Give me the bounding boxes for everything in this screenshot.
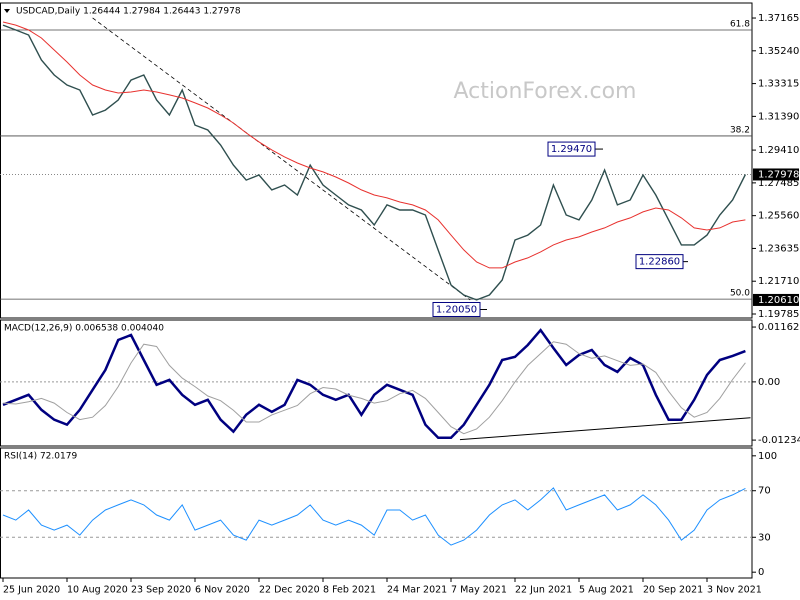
series-line — [2, 487, 746, 546]
y-tick-label: 1.27485 — [758, 178, 799, 189]
x-tick-label: 6 Nov 2020 — [195, 585, 250, 596]
annotation-box — [635, 254, 684, 270]
y-tick-label: 1.25560 — [758, 211, 799, 222]
price-label: 1.27978 — [758, 169, 799, 180]
y-tick-label: 0.011629 — [758, 322, 800, 333]
y-tick-label: 100 — [758, 451, 777, 462]
panel-frame — [0, 319, 753, 447]
y-tick-label: 1.23635 — [758, 243, 799, 254]
panel-frame — [0, 2, 753, 319]
x-tick-label: 7 May 2021 — [451, 585, 507, 596]
annotation-label: 1.22860 — [639, 257, 680, 268]
y-tick-label: 0.00 — [758, 377, 780, 388]
x-tick-label: 23 Sep 2020 — [131, 585, 191, 596]
x-tick-label: 22 Jun 2021 — [515, 585, 572, 596]
price-label-box — [753, 168, 799, 181]
panel-title: MACD(12,26,9) 0.006538 0.004040 — [4, 324, 164, 334]
price-label: 1.20610 — [758, 295, 799, 306]
x-tick-label: 22 Dec 2020 — [259, 585, 320, 596]
menu-arrow — [4, 9, 10, 13]
x-tick-label: 3 Nov 2021 — [707, 585, 762, 596]
panel-title: USDCAD,Daily 1.26444 1.27984 1.26443 1.2… — [16, 7, 241, 17]
fib-label: 50.0 — [730, 289, 750, 299]
y-tick-label: -0.012348 — [758, 435, 800, 446]
y-tick-label: 70 — [758, 486, 771, 497]
fib-label: 61.8 — [730, 20, 750, 30]
panel-title: RSI(14) 72.0179 — [4, 452, 77, 462]
x-tick-label: 5 Aug 2021 — [579, 585, 634, 596]
y-tick-label: 1.33315 — [758, 79, 799, 90]
y-tick-label: 1.21710 — [758, 276, 799, 287]
annotation-label: 1.29470 — [551, 144, 592, 155]
series-line — [2, 341, 746, 435]
x-tick-label: 20 Sep 2021 — [643, 585, 703, 596]
x-tick-label: 25 Jun 2020 — [3, 585, 60, 596]
price-label-box — [753, 293, 799, 306]
watermark: ActionForex.com — [454, 79, 637, 104]
panel-frame — [0, 447, 753, 579]
trendline — [92, 17, 471, 301]
y-tick-label: 30 — [758, 532, 771, 543]
series-line — [2, 24, 747, 301]
annotation-box — [547, 141, 596, 157]
x-tick-label: 24 Mar 2021 — [387, 585, 447, 596]
series-line — [2, 21, 746, 269]
y-tick-label: 1.31390 — [758, 111, 799, 122]
series-line — [2, 328, 746, 439]
x-tick-label: 8 Feb 2021 — [323, 585, 376, 596]
annotation-box — [432, 301, 481, 317]
y-tick-label: 1.37165 — [758, 13, 799, 24]
annotation-label: 1.20050 — [436, 304, 477, 315]
y-tick-label: 0 — [758, 567, 764, 578]
y-tick-label: 1.35240 — [758, 46, 799, 57]
fib-label: 38.2 — [730, 125, 750, 135]
y-tick-label: 1.19785 — [758, 309, 799, 320]
y-tick-label: 1.29410 — [758, 145, 799, 156]
x-tick-label: 10 Aug 2020 — [67, 585, 128, 596]
trendline — [459, 417, 751, 441]
